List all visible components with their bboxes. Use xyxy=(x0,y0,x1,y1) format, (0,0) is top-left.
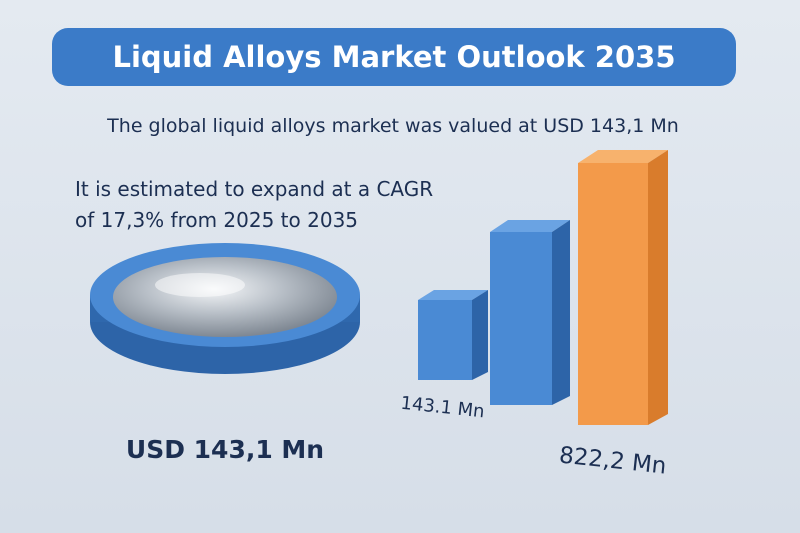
dish-label: USD 143,1 Mn xyxy=(126,435,324,464)
dish xyxy=(90,243,360,374)
bars-illustration xyxy=(418,150,668,425)
title: Liquid Alloys Market Outlook 2035 xyxy=(112,40,675,74)
growth-line-1: It is estimated to expand at a CAGR xyxy=(75,177,433,201)
title-banner xyxy=(52,28,736,86)
intro-text: The global liquid alloys market was valu… xyxy=(106,115,679,137)
growth-line-2: of 17,3% from 2025 to 2035 xyxy=(75,208,358,232)
